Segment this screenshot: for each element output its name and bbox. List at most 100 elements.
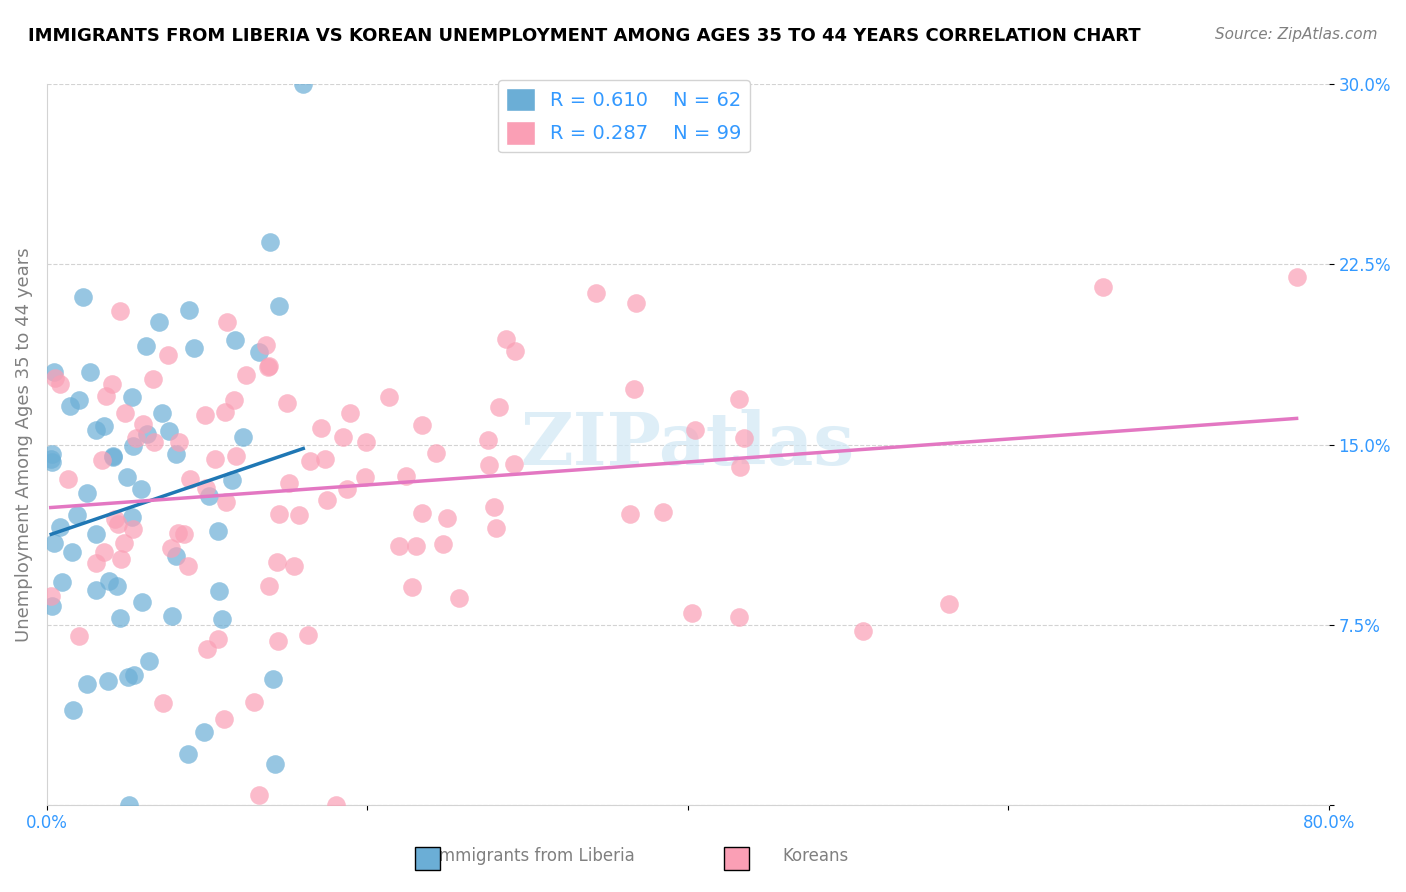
Point [277,476,299,491]
Point [683,423,706,437]
Point [354,434,377,449]
Point [728,392,751,406]
Point [84,526,107,541]
Point [122,439,145,453]
Point [585,285,607,300]
Point [142,435,165,450]
Point [298,454,321,468]
Point [107,517,129,532]
Point [309,421,332,435]
Point [247,788,270,802]
Point [193,725,215,739]
Point [224,392,246,407]
Point [107,579,129,593]
Point [118,797,141,812]
Point [411,417,433,432]
Point [316,492,339,507]
Point [86,556,108,570]
Point [217,315,239,329]
Point [177,747,200,761]
Point [148,315,170,329]
Point [125,431,148,445]
Point [411,506,433,520]
Point [96,673,118,688]
Point [197,489,219,503]
Point [681,607,703,621]
Point [41,599,63,613]
Point [179,302,201,317]
Point [482,500,505,514]
Point [332,430,354,444]
Point [62,544,84,558]
Point [425,446,447,460]
Point [41,455,63,469]
Point [728,459,751,474]
Point [72,290,94,304]
Point [165,549,187,564]
Point [619,507,641,521]
Point [259,235,281,249]
Point [262,672,284,686]
Point [39,452,62,467]
Point [314,452,336,467]
Point [852,624,875,638]
Point [503,457,526,471]
Point [117,670,139,684]
Point [224,333,246,347]
Point [67,629,90,643]
Point [110,551,132,566]
Point [204,451,226,466]
Text: ZIPatlas: ZIPatlas [520,409,855,480]
Point [124,668,146,682]
Point [142,372,165,386]
Point [254,337,277,351]
Point [135,427,157,442]
Point [114,406,136,420]
Point [243,695,266,709]
Point [115,470,138,484]
Point [728,610,751,624]
Point [436,510,458,524]
Point [259,579,281,593]
Point [39,589,62,603]
Point [405,539,427,553]
Point [207,524,229,538]
Point [157,424,180,438]
Point [91,453,114,467]
Point [135,339,157,353]
Point [110,611,132,625]
Point [41,447,63,461]
Y-axis label: Unemployment Among Ages 35 to 44 years: Unemployment Among Ages 35 to 44 years [15,247,32,642]
Point [194,481,217,495]
Point [93,545,115,559]
Point [62,703,84,717]
Point [214,405,236,419]
Point [195,642,218,657]
Point [132,417,155,431]
Point [395,469,418,483]
Point [267,299,290,313]
Point [212,712,235,726]
Point [96,389,118,403]
Point [169,434,191,449]
Point [336,482,359,496]
Point [225,449,247,463]
Point [97,574,120,589]
Point [103,450,125,464]
Point [401,580,423,594]
Point [652,505,675,519]
Point [93,418,115,433]
Point [477,433,499,447]
Point [150,406,173,420]
Point [56,472,79,486]
Point [183,341,205,355]
Point [221,473,243,487]
Point [194,409,217,423]
Point [42,365,65,379]
Point [44,370,66,384]
Point [112,536,135,550]
Text: Koreans: Koreans [782,847,849,865]
Legend: R = 0.610    N = 62, R = 0.287    N = 99: R = 0.610 N = 62, R = 0.287 N = 99 [498,79,749,153]
Point [733,431,755,445]
Point [432,537,454,551]
